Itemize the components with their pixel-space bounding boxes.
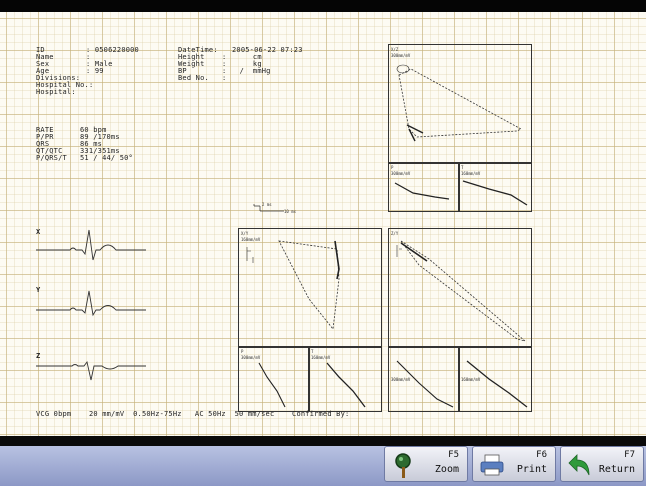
print-button[interactable]: F6 Print (472, 446, 556, 482)
id-label: ID (36, 46, 45, 54)
lead-y-label: Y (36, 286, 41, 294)
name-label: Name (36, 53, 54, 61)
xz-t-scale: 160mm/mV (461, 171, 481, 176)
zy-p-scale: 300mm/mV (391, 377, 411, 382)
xy-t-title: T (311, 349, 314, 354)
xy-p-panel: P 300mm/mV (238, 346, 310, 412)
qt-label: QT/QTC (36, 147, 63, 155)
height-value: : cm (222, 53, 262, 61)
xz-t-trace (462, 180, 528, 206)
zy-t-trace (466, 360, 528, 408)
zy-loop-panel: Z/Y (388, 228, 532, 348)
bp-label: BP (178, 67, 187, 75)
vcg-report-sheet: ID : 0506220000 Name : Sex : Male Age : … (0, 12, 646, 436)
xz-t-title: T (461, 165, 464, 170)
zy-p-panel: 300mm/mV (388, 346, 460, 412)
return-label: Return (598, 464, 635, 475)
age-value: : 99 (86, 67, 104, 75)
hospital-label: Hospital: (36, 88, 76, 96)
bp-value: : / mmHg (222, 67, 271, 75)
ppr-value: 89 /170ms (80, 133, 120, 141)
return-button[interactable]: F7 Return (560, 446, 644, 482)
xz-title: X/Z (391, 47, 399, 52)
return-arrow-icon (568, 454, 590, 476)
qrs-label: QRS (36, 140, 50, 148)
zy-p-trace (396, 360, 454, 408)
zoom-key: F5 (448, 450, 459, 460)
divisions-label: Divisions: (36, 74, 81, 82)
axis-label: P/QRS/T (36, 154, 67, 162)
xz-p-title: P (391, 165, 394, 170)
weight-label: Weight (178, 60, 205, 68)
xy-p-scale: 300mm/mV (241, 355, 261, 360)
print-key: F6 (536, 450, 547, 460)
xz-loop-panel: X/Z 300mm/mV (388, 44, 532, 164)
lead-z-label: Z (36, 352, 41, 360)
xy-p-trace (258, 362, 286, 408)
zy-t-scale: 160mm/mV (461, 377, 481, 382)
time-scale-bars (253, 204, 284, 212)
zy-t-panel: 160mm/mV (458, 346, 532, 412)
xz-t-panel: T 160mm/mV (458, 162, 532, 212)
axis-value: 51 / 44/ 50° (80, 154, 133, 162)
name-value: : (86, 53, 91, 61)
time-scale-large: 10 ms (284, 209, 297, 214)
xy-loop-trace (246, 240, 340, 330)
xy-title: X/Y (241, 231, 249, 236)
time-scale-small: 2 ms (262, 202, 272, 207)
printer-icon (480, 454, 504, 476)
bed-value: : (222, 74, 227, 82)
xy-t-panel: T 160mm/mV (308, 346, 382, 412)
zoom-label: Zoom (434, 464, 459, 475)
magnifier-icon (395, 453, 411, 478)
xz-p-panel: P 300mm/mV (388, 162, 460, 212)
rate-value: 60 bpm (80, 126, 107, 134)
bottom-bar (0, 436, 646, 446)
lead-x-waveform (36, 229, 146, 261)
print-label: Print (516, 464, 547, 475)
xy-t-scale: 160mm/mV (311, 355, 331, 360)
report-footer-line: VCG 0bpm 20 mm/mV 0.50Hz-75Hz AC 50Hz 50… (36, 410, 350, 418)
xz-p-trace (394, 182, 450, 200)
sex-value: : Male (86, 60, 113, 68)
rate-label: RATE (36, 126, 54, 134)
weight-value: : kg (222, 60, 262, 68)
sex-label: Sex (36, 60, 50, 68)
hospital-no-label: Hospital No.: (36, 81, 94, 89)
xz-loop-trace (396, 64, 522, 142)
bed-label: Bed No. (178, 74, 209, 82)
datetime-value: 2005-06-22 07:23 (232, 46, 303, 54)
qrs-value: 86 ms (80, 140, 103, 148)
qt-value: 331/351ms (80, 147, 120, 155)
age-label: Age (36, 67, 50, 75)
zy-title: Z/Y (391, 231, 399, 236)
zy-loop-trace (396, 240, 526, 342)
lead-x-label: X (36, 228, 41, 236)
lead-z-waveform (36, 360, 146, 381)
height-label: Height (178, 53, 205, 61)
xz-scale: 300mm/mV (391, 53, 411, 58)
return-key: F7 (624, 450, 635, 460)
zoom-button[interactable]: F5 Zoom (384, 446, 468, 482)
top-bar (0, 0, 646, 12)
xy-scale: 160mm/mV (241, 237, 261, 242)
id-value: : 0506220000 (86, 46, 139, 54)
lead-y-waveform (36, 290, 146, 317)
xy-t-trace (326, 362, 366, 408)
xy-loop-panel: X/Y 160mm/mV (238, 228, 382, 348)
xy-p-title: P (241, 349, 244, 354)
datetime-label: DateTime: (178, 46, 218, 54)
ppr-label: P/PR (36, 133, 54, 141)
xz-p-scale: 300mm/mV (391, 171, 411, 176)
